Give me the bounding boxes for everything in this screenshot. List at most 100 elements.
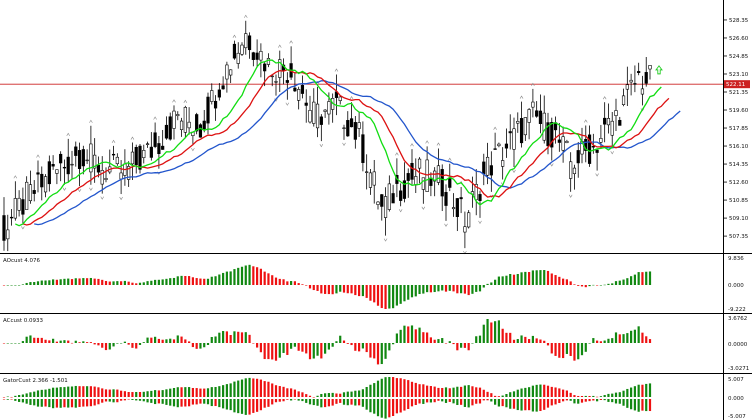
fractal-up-icon <box>425 140 429 144</box>
ao-bar <box>373 285 376 303</box>
ao-histogram <box>2 264 652 309</box>
ac-bar <box>365 343 368 353</box>
candle-body <box>346 120 350 137</box>
ao-bar <box>6 285 9 286</box>
gator-upper-bar <box>596 396 599 398</box>
gator-upper-bar <box>626 388 629 397</box>
gator-lower-bar <box>373 399 376 414</box>
gator-upper-bar <box>478 387 482 397</box>
gator-upper-bar <box>259 379 262 397</box>
gator-lower-bar <box>256 399 259 412</box>
gator-upper-bar <box>410 381 414 397</box>
gator-upper-bar <box>320 393 323 397</box>
candle-body <box>368 172 373 188</box>
candle-body <box>100 170 104 185</box>
gator-lower-bar <box>225 399 228 410</box>
ac-bar <box>494 321 497 343</box>
alligator-lips-line <box>15 59 662 227</box>
gator-upper-bar <box>89 386 92 397</box>
gator-upper-bar <box>55 387 58 397</box>
gator-upper-bar <box>131 392 134 397</box>
candle-body <box>417 158 422 169</box>
ac-bar <box>44 339 47 343</box>
ao-bar <box>622 279 625 285</box>
gator-upper-bar <box>290 388 293 397</box>
ao-bar <box>169 278 172 285</box>
gator-lower-bar <box>414 399 417 406</box>
ac-bar <box>36 337 40 343</box>
ac-bar <box>539 339 542 343</box>
ac-pane[interactable]: ACcust 0.0933 3.6762 0.0000 -3.0271 <box>0 313 752 374</box>
ao-bar <box>308 285 312 289</box>
candle-body <box>402 180 407 199</box>
gator-upper-bar <box>203 388 206 397</box>
candle-body <box>365 171 369 173</box>
candle-body <box>89 143 93 173</box>
ao-bar <box>369 285 372 301</box>
ao-bar <box>554 275 557 285</box>
gator-upper-bar <box>554 387 557 397</box>
ac-bar <box>138 343 142 345</box>
ac-bar <box>229 335 232 343</box>
gator-lower-bar <box>52 399 55 409</box>
ac-bar <box>154 336 157 343</box>
ao-bar <box>240 266 244 285</box>
ao-bar <box>531 270 534 285</box>
candle-body <box>127 166 131 180</box>
gator-lower-bar <box>388 399 391 418</box>
price-tick-label: 524.85 <box>729 54 749 60</box>
gator-upper-bar <box>603 395 606 397</box>
ac-bar <box>150 337 153 343</box>
buy-signal-arrow-icon <box>655 65 663 75</box>
ao-pane[interactable]: AOcust 4.076 9.836 0.000 -9.222 <box>0 253 752 314</box>
gator-lower-bar <box>316 399 319 406</box>
fractal-down-icon <box>285 102 290 106</box>
gator-lower-bar <box>169 399 172 406</box>
ao-bar <box>490 282 493 285</box>
candle-body <box>508 131 512 134</box>
ac-tick-top: 3.6762 <box>728 316 747 322</box>
gator-lower-bar <box>520 399 523 411</box>
signal-arrow-shape <box>655 65 663 75</box>
gator-lower-bar <box>460 399 463 405</box>
candle-body <box>270 75 274 78</box>
gator-pane[interactable]: GatorCust 2.366 -1.501 5.007 0.000 -5.00… <box>0 373 752 420</box>
gator-lower-bar <box>70 399 74 408</box>
candle-body <box>221 85 225 90</box>
gator-upper-bar <box>645 383 648 397</box>
candle-body <box>327 101 331 115</box>
ao-bar <box>335 285 338 294</box>
price-tick-label: 521.35 <box>729 90 749 96</box>
gator-upper-bar <box>278 386 281 397</box>
ao-bar <box>29 282 32 285</box>
gator-upper-bar <box>543 384 546 397</box>
candle-body <box>467 212 471 228</box>
ao-bar <box>199 278 202 285</box>
ao-pane-label: AOcust 4.076 <box>3 258 41 264</box>
gator-upper-bar <box>452 387 455 397</box>
candle-body <box>410 162 414 180</box>
candle-body <box>308 110 312 123</box>
gator-upper-bar <box>354 390 357 397</box>
ao-bar <box>562 278 565 285</box>
candle-body <box>134 146 138 165</box>
ao-bar <box>297 283 300 285</box>
gator-upper-bar <box>584 395 587 397</box>
gator-upper-bar <box>297 391 300 397</box>
price-pane[interactable]: 528.35 526.60 524.85 523.10 521.35 519.60 517.… <box>0 0 750 255</box>
ac-bar <box>14 343 17 344</box>
ac-bar <box>463 343 466 348</box>
gator-upper-bar <box>482 389 485 397</box>
fractal-up-icon <box>172 99 176 103</box>
ao-bar <box>324 285 327 294</box>
ao-bar <box>25 282 28 285</box>
ac-bar <box>358 343 361 352</box>
gator-tick-zero: 0.000 <box>728 396 744 402</box>
ao-bar <box>516 273 519 285</box>
gator-lower-bar <box>505 399 508 408</box>
gator-upper-bar <box>516 389 519 397</box>
fractal-down-icon <box>640 108 645 112</box>
fractal-up-icon <box>244 14 248 18</box>
fractal-up-icon <box>584 119 588 123</box>
